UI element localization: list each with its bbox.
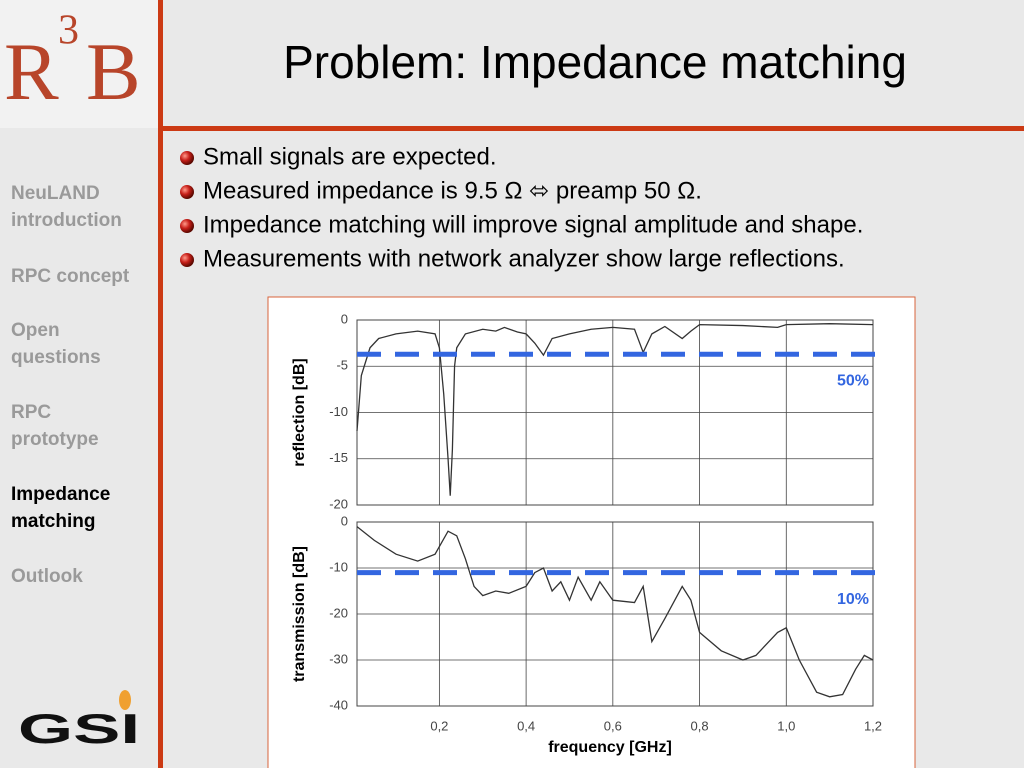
y-tick-label: -40 bbox=[329, 697, 348, 712]
bullet-text: Impedance matching will improve signal a… bbox=[203, 211, 863, 238]
slide-title: Problem: Impedance matching bbox=[283, 36, 907, 88]
x-tick-label: 0,6 bbox=[604, 718, 622, 733]
y-tick-label: -10 bbox=[329, 559, 348, 574]
y-tick-label: -30 bbox=[329, 651, 348, 666]
x-axis-label: frequency [GHz] bbox=[548, 739, 672, 756]
gsi-logo: GSI bbox=[18, 705, 140, 752]
x-tick-label: 1,0 bbox=[777, 718, 795, 733]
logo-b: B bbox=[86, 26, 141, 117]
y-tick-label: -20 bbox=[329, 496, 348, 511]
nav-item: Open bbox=[11, 320, 60, 341]
y-tick-label: 0 bbox=[341, 311, 348, 326]
data-line bbox=[356, 323, 874, 496]
logo-3: 3 bbox=[58, 8, 79, 54]
divider-horizontal bbox=[158, 126, 1024, 131]
bullet-list: Small signals are expected. Measured impe… bbox=[180, 143, 863, 272]
logo-r: R bbox=[4, 26, 59, 117]
bullet-text: Small signals are expected. bbox=[203, 143, 496, 170]
y-tick-label: 0 bbox=[341, 513, 348, 528]
y-tick-label: -15 bbox=[329, 450, 348, 465]
nav-item: prototype bbox=[11, 429, 99, 450]
x-tick-label: 0,4 bbox=[517, 718, 535, 733]
nav-item: matching bbox=[11, 511, 95, 532]
y-axis-label: transmission [dB] bbox=[291, 546, 308, 682]
divider-vertical bbox=[158, 0, 163, 768]
bullet-icon bbox=[180, 219, 194, 233]
x-tick-label: 0,8 bbox=[691, 718, 709, 733]
nav-item: Impedance bbox=[11, 484, 110, 505]
x-tick-label: 1,2 bbox=[864, 718, 882, 733]
x-tick-label: 0,2 bbox=[430, 718, 448, 733]
nav-item: Outlook bbox=[11, 566, 83, 587]
y-tick-label: -5 bbox=[336, 358, 348, 373]
y-tick-label: -20 bbox=[329, 605, 348, 620]
bullet-icon bbox=[180, 185, 194, 199]
nav-item: RPC bbox=[11, 402, 51, 423]
y-axis-label: reflection [dB] bbox=[291, 358, 308, 466]
bullet-text: Measured impedance is 9.5 Ω ⬄ preamp 50 … bbox=[203, 177, 702, 204]
charts: 0 -5 -10 -15 -20 50% reflection [dB] 0 -10 -20 -30… bbox=[291, 311, 885, 756]
nav-item: NeuLAND bbox=[11, 183, 100, 204]
y-tick-label: -10 bbox=[329, 404, 348, 419]
navigation: NeuLAND introduction RPC concept Open questi… bbox=[11, 183, 130, 587]
nav-item: questions bbox=[11, 347, 101, 368]
nav-item: RPC concept bbox=[11, 266, 130, 287]
bullet-text: Measurements with network analyzer show … bbox=[203, 245, 845, 272]
data-line bbox=[356, 526, 874, 698]
reference-label: 50% bbox=[837, 372, 869, 389]
reference-label: 10% bbox=[837, 591, 869, 608]
bullet-icon bbox=[180, 253, 194, 267]
nav-item: introduction bbox=[11, 210, 122, 231]
logo-background bbox=[0, 0, 160, 128]
bullet-icon bbox=[180, 151, 194, 165]
gsi-dot bbox=[119, 690, 131, 710]
